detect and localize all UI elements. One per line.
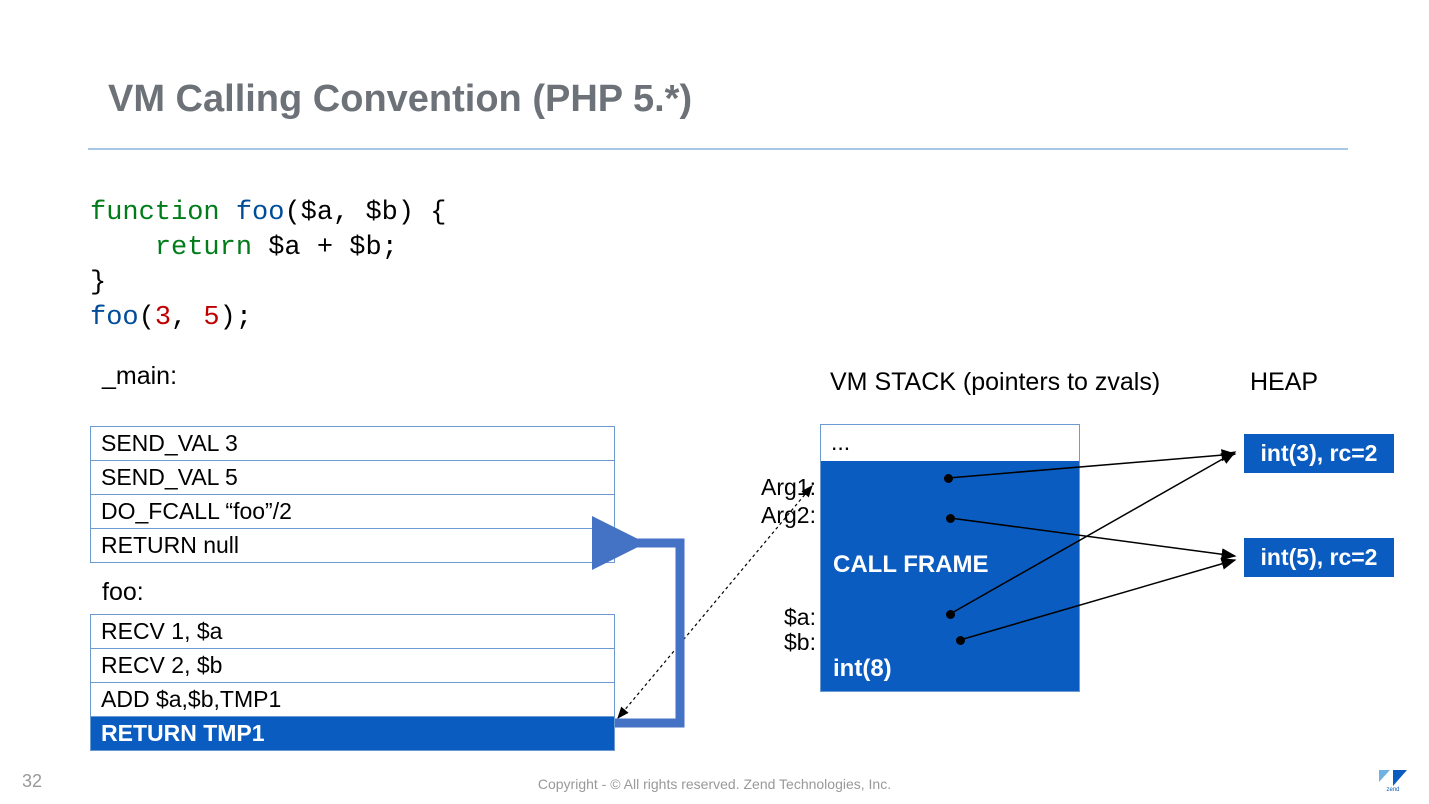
heap-label: HEAP — [1250, 368, 1318, 397]
num-literal: 3 — [155, 303, 171, 333]
code-text: ($a, $b) { — [284, 198, 446, 228]
opcode-row: ADD $a,$b,TMP1 — [91, 683, 614, 717]
a-label: $a: — [762, 604, 816, 631]
title-divider — [88, 148, 1348, 150]
stack-dots: ... — [821, 425, 1079, 461]
arg2-label: Arg2: — [748, 502, 816, 529]
vm-stack-box: ... CALL FRAME int(8) — [820, 424, 1080, 692]
opcode-table-foo: RECV 1, $a RECV 2, $b ADD $a,$b,TMP1 RET… — [90, 614, 615, 751]
func-name: foo — [220, 198, 285, 228]
heap-item: int(5), rc=2 — [1244, 538, 1394, 577]
code-text: , — [171, 303, 203, 333]
opcode-table-main: SEND_VAL 3 SEND_VAL 5 DO_FCALL “foo”/2 R… — [90, 426, 615, 563]
result-text: int(8) — [833, 655, 892, 683]
keyword-function: function — [90, 198, 220, 228]
pointer-dot — [946, 610, 955, 619]
code-text: $a + $b; — [252, 233, 398, 263]
zend-logo-icon: zend — [1379, 770, 1407, 792]
code-pad — [90, 233, 155, 263]
opcode-row: SEND_VAL 3 — [91, 427, 614, 461]
num-literal: 5 — [203, 303, 219, 333]
foo-label: foo: — [102, 578, 144, 607]
call-frame-box: CALL FRAME int(8) — [821, 461, 1079, 691]
keyword-return: return — [155, 233, 252, 263]
slide-title: VM Calling Convention (PHP 5.*) — [108, 78, 692, 121]
copyright-text: Copyright - © All rights reserved. Zend … — [0, 776, 1429, 792]
arg1-label: Arg1: — [748, 474, 816, 501]
pointer-dot — [956, 636, 965, 645]
b-label: $b: — [762, 629, 816, 656]
code-text: } — [90, 268, 106, 298]
vm-stack-label: VM STACK (pointers to zvals) — [830, 368, 1160, 397]
pointer-dot — [946, 514, 955, 523]
opcode-row: RETURN null — [91, 529, 614, 562]
code-text: ); — [220, 303, 252, 333]
call-frame-text: CALL FRAME — [833, 551, 989, 579]
svg-text:zend: zend — [1386, 787, 1399, 792]
main-label: _main: — [102, 362, 177, 391]
php-code-block: function foo($a, $b) { return $a + $b; }… — [90, 196, 446, 336]
opcode-row: DO_FCALL “foo”/2 — [91, 495, 614, 529]
opcode-row: RECV 2, $b — [91, 649, 614, 683]
opcode-row: SEND_VAL 5 — [91, 461, 614, 495]
opcode-row: RECV 1, $a — [91, 615, 614, 649]
func-call: foo — [90, 303, 139, 333]
opcode-row-highlighted: RETURN TMP1 — [91, 717, 614, 750]
code-text: ( — [139, 303, 155, 333]
pointer-dot — [944, 474, 953, 483]
heap-item: int(3), rc=2 — [1244, 434, 1394, 473]
